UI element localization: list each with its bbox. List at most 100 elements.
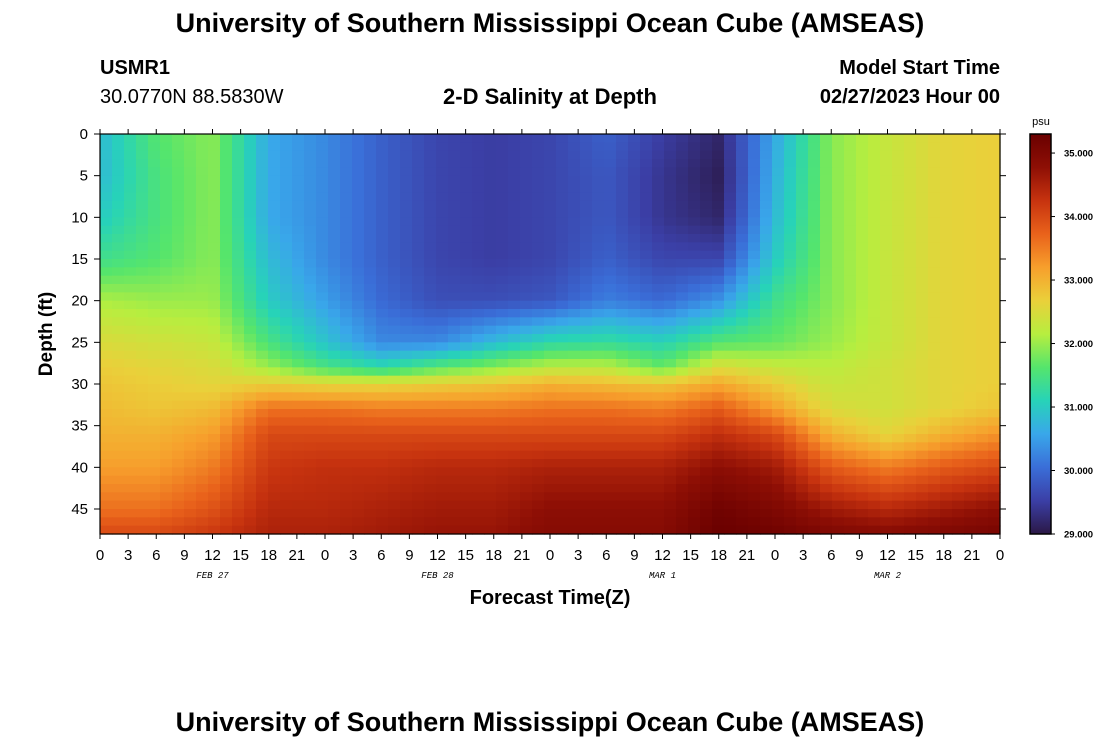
heatmap-cell <box>304 375 317 385</box>
heatmap-cell <box>640 159 653 168</box>
heatmap-cell <box>808 342 821 352</box>
heatmap-cell <box>316 367 329 377</box>
heatmap-cell <box>292 434 305 443</box>
heatmap-cell <box>688 234 701 243</box>
heatmap-cell <box>268 492 281 502</box>
heatmap-cell <box>112 500 125 510</box>
heatmap-cell <box>844 509 857 518</box>
heatmap-cell <box>436 367 449 377</box>
heatmap-cell <box>820 484 833 493</box>
heatmap-cell <box>268 317 281 327</box>
heatmap-cell <box>844 325 857 335</box>
x-tick-label: 9 <box>405 547 413 564</box>
heatmap-cell <box>112 184 125 193</box>
heatmap-cell <box>400 292 413 302</box>
heatmap-cell <box>148 384 161 393</box>
heatmap-cell <box>664 334 677 343</box>
heatmap-cell <box>100 334 113 343</box>
heatmap-cell <box>700 167 713 177</box>
heatmap-cell <box>388 184 401 193</box>
heatmap-cell <box>244 184 257 193</box>
heatmap-cell <box>244 175 257 185</box>
heatmap-cell <box>208 467 221 477</box>
heatmap-cell <box>796 284 809 293</box>
heatmap-cell <box>292 192 305 202</box>
heatmap-cell <box>688 317 701 327</box>
heatmap-cell <box>364 159 377 168</box>
heatmap-cell <box>544 459 557 468</box>
heatmap-cell <box>652 317 665 327</box>
heatmap-cell <box>364 492 377 502</box>
heatmap-cell <box>664 217 677 227</box>
heatmap-cell <box>856 142 869 152</box>
heatmap-cell <box>880 259 893 268</box>
heatmap-cell <box>184 400 197 410</box>
heatmap-cell <box>940 467 953 477</box>
heatmap-cell <box>736 417 749 427</box>
heatmap-cell <box>484 484 497 493</box>
heatmap-cell <box>808 317 821 327</box>
heatmap-cell <box>808 159 821 168</box>
heatmap-cell <box>988 175 1001 185</box>
heatmap-cell <box>592 500 605 510</box>
heatmap-cell <box>448 275 461 285</box>
heatmap-cell <box>472 517 485 527</box>
heatmap-cell <box>232 334 245 343</box>
heatmap-cell <box>436 434 449 443</box>
heatmap-cell <box>916 467 929 477</box>
heatmap-cell <box>604 134 617 143</box>
heatmap-cell <box>136 167 149 177</box>
heatmap-cell <box>772 242 785 252</box>
heatmap-cell <box>688 492 701 502</box>
heatmap-cell <box>640 359 653 368</box>
heatmap-cell <box>424 300 437 310</box>
heatmap-cell <box>880 342 893 352</box>
heatmap-cell <box>664 325 677 335</box>
heatmap-cell <box>640 450 653 460</box>
heatmap-cell <box>892 150 905 160</box>
heatmap-cell <box>208 525 221 535</box>
heatmap-cell <box>688 167 701 177</box>
heatmap-cell <box>760 159 773 168</box>
heatmap-cell <box>676 267 689 277</box>
heatmap-cell <box>208 317 221 327</box>
heatmap-cell <box>544 234 557 243</box>
heatmap-cell <box>340 525 353 535</box>
heatmap-cell <box>820 309 833 318</box>
heatmap-cell <box>340 167 353 177</box>
heatmap-cell <box>880 184 893 193</box>
heatmap-cell <box>172 517 185 527</box>
heatmap-cell <box>460 459 473 468</box>
heatmap-cell <box>520 334 533 343</box>
heatmap-cell <box>292 334 305 343</box>
heatmap-cell <box>412 417 425 427</box>
heatmap-cell <box>520 525 533 535</box>
heatmap-cell <box>664 392 677 402</box>
heatmap-cell <box>532 317 545 327</box>
heatmap-cell <box>844 417 857 427</box>
x-day-label: MAR 2 <box>874 571 902 581</box>
heatmap-cell <box>100 350 113 360</box>
heatmap-cell <box>760 300 773 310</box>
heatmap-cell <box>376 350 389 360</box>
heatmap-cell <box>208 359 221 368</box>
heatmap-cell <box>760 342 773 352</box>
heatmap-cell <box>832 509 845 518</box>
heatmap-cell <box>256 250 269 260</box>
colorbar-tick-label: 32.000 <box>1064 339 1093 350</box>
heatmap-cell <box>124 450 137 460</box>
heatmap-cell <box>124 367 137 377</box>
heatmap-cell <box>448 392 461 402</box>
heatmap-cell <box>760 400 773 410</box>
heatmap-cell <box>232 134 245 143</box>
heatmap-cell <box>724 475 737 485</box>
heatmap-cell <box>616 459 629 468</box>
heatmap-cell <box>436 450 449 460</box>
heatmap-cell <box>100 409 113 418</box>
heatmap-cell <box>844 142 857 152</box>
heatmap-cell <box>904 275 917 285</box>
heatmap-cell <box>436 250 449 260</box>
heatmap-cell <box>544 217 557 227</box>
heatmap-cell <box>964 442 977 452</box>
heatmap-cell <box>712 250 725 260</box>
